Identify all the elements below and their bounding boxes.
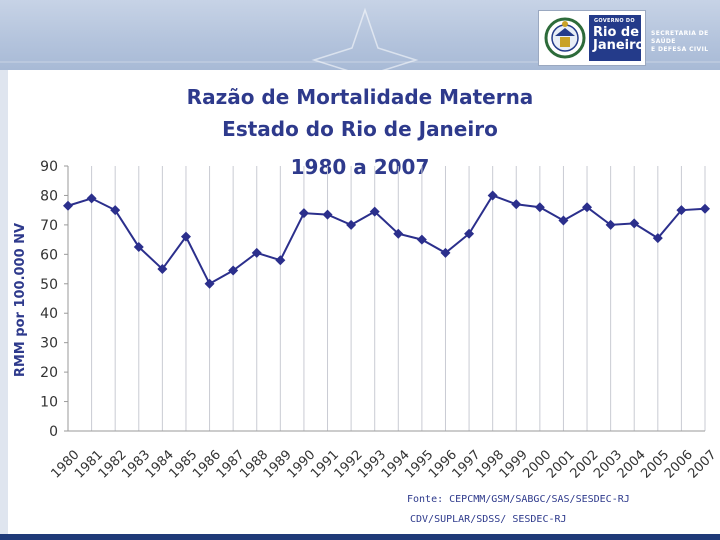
chart-subtitle: Estado do Rio de Janeiro — [222, 117, 498, 141]
secretaria-line2: SAÚDE — [651, 38, 676, 45]
y-tick-label-40: 40 — [40, 306, 58, 322]
data-point-1989 — [275, 255, 286, 266]
data-point-1993 — [369, 206, 380, 217]
data-point-1980 — [63, 200, 73, 211]
data-point-2003 — [605, 219, 616, 230]
data-point-1992 — [346, 219, 357, 230]
source-line2: CDV/SUPLAR/SDSS/ SESDEC-RJ — [410, 514, 567, 525]
y-tick-label-20: 20 — [40, 365, 58, 381]
data-point-1982 — [110, 205, 121, 216]
data-point-1983 — [133, 241, 144, 252]
secretaria-line1: SECRETARIA DE — [651, 30, 709, 37]
logo-state-name: Rio de Janeiro — [593, 26, 644, 52]
y-tick-label-70: 70 — [40, 218, 58, 234]
government-logo: GOVERNO DO Rio de Janeiro — [538, 10, 646, 66]
data-point-2007 — [700, 203, 710, 214]
source-line1: Fonte: CEPCMM/GSM/SABGC/SAS/SESDEC-RJ — [407, 494, 630, 505]
source-note: Fonte: CEPCMM/GSM/SABGC/SAS/SESDEC-RJ CD… — [407, 490, 630, 530]
chart-period: 1980 a 2007 — [290, 155, 430, 179]
data-point-1984 — [157, 264, 168, 275]
data-point-2002 — [582, 202, 593, 213]
secretaria-label: SECRETARIA DE SAÚDE E DEFESA CIVIL — [651, 30, 720, 54]
data-point-1988 — [251, 247, 262, 258]
data-point-1998 — [487, 190, 498, 201]
data-point-1991 — [322, 209, 333, 220]
y-tick-label-30: 30 — [40, 336, 58, 352]
y-tick-label-60: 60 — [40, 247, 58, 263]
logo-state-line1: Rio de — [593, 25, 640, 40]
bottom-bar — [0, 534, 720, 540]
data-point-1985 — [180, 231, 191, 242]
logo-state-panel: GOVERNO DO Rio de Janeiro — [589, 15, 644, 61]
left-edge-decoration — [0, 70, 8, 534]
chart-title: Razão de Mortalidade Materna — [186, 85, 534, 109]
x-tick-label-2007: 2007 — [686, 448, 720, 482]
y-tick-label-0: 0 — [49, 424, 58, 440]
data-point-1999 — [511, 199, 522, 210]
data-point-1981 — [86, 193, 97, 204]
logo-state-line2: Janeiro — [593, 38, 645, 53]
data-point-1994 — [393, 228, 404, 239]
y-tick-label-10: 10 — [40, 395, 58, 411]
series-line-rmm — [67, 194, 706, 286]
data-point-2005 — [652, 233, 663, 244]
data-point-2004 — [629, 218, 640, 229]
logo-government-label: GOVERNO DO — [594, 18, 635, 24]
y-tick-label-80: 80 — [40, 188, 58, 204]
secretaria-line3: E DEFESA CIVIL — [651, 46, 709, 53]
data-point-1995 — [416, 234, 427, 245]
y-tick-label-90: 90 — [40, 159, 58, 175]
coat-of-arms-icon — [544, 17, 586, 59]
data-point-2001 — [558, 215, 569, 226]
data-point-1990 — [298, 208, 309, 219]
data-point-1997 — [464, 228, 475, 239]
y-tick-label-50: 50 — [40, 277, 58, 293]
data-point-2006 — [676, 205, 687, 216]
data-point-1987 — [228, 265, 239, 276]
y-axis-label: RMM por 100.000 NV — [13, 222, 28, 378]
data-point-1996 — [440, 247, 451, 258]
data-point-1986 — [204, 278, 215, 289]
data-point-2000 — [534, 202, 545, 213]
